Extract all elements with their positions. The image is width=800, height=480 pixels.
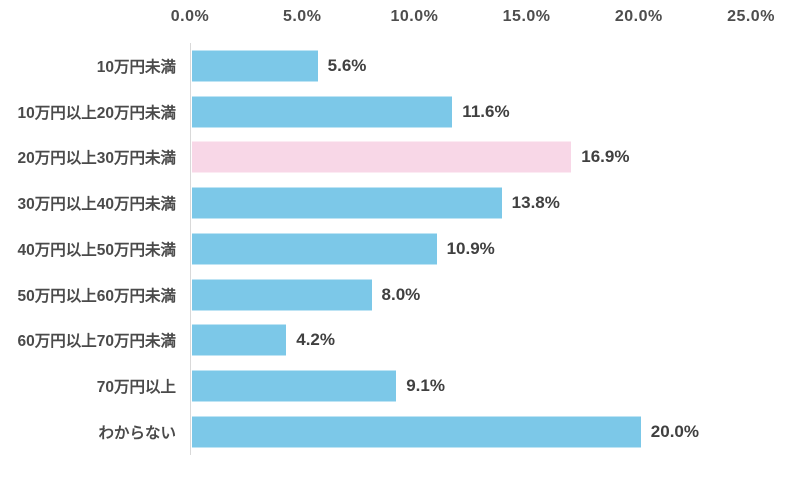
bar (192, 96, 453, 128)
x-axis-tick-label: 5.0% (282, 8, 322, 25)
bar-track: 9.1% (190, 363, 751, 410)
bar (192, 416, 641, 448)
plot-area: 10万円未満 5.6% 10万円以上20万円未満 11.6% 20万円以上30万… (0, 43, 800, 455)
chart-row: わからない 20.0% (0, 409, 800, 455)
category-label: 50万円以上60万円未満 (17, 287, 176, 305)
bar (192, 187, 502, 219)
chart-row: 30万円以上40万円未満 13.8% (0, 180, 800, 227)
value-label: 13.8% (511, 193, 560, 213)
value-label: 10.9% (446, 238, 495, 258)
category-label: わからない (98, 425, 176, 442)
x-axis: 0.0% 5.0% 10.0% 15.0% 20.0% 25.0% (0, 0, 800, 43)
category-label: 20万円以上30万円未満 (17, 150, 176, 168)
chart-row: 20万円以上30万円未満 16.9% (0, 134, 800, 181)
bar-track: 16.9% (190, 134, 751, 181)
x-axis-tick-label: 25.0% (727, 8, 775, 25)
value-label: 8.0% (381, 284, 421, 304)
chart-row: 10万円未満 5.6% (0, 43, 800, 89)
bar (192, 50, 318, 82)
bar-highlighted (192, 141, 572, 173)
bar (192, 370, 397, 402)
bar (192, 233, 437, 265)
chart-row: 10万円以上20万円未満 11.6% (0, 88, 800, 135)
chart-row: 40万円以上50万円未満 10.9% (0, 226, 800, 272)
x-axis-tick-label: 0.0% (170, 8, 210, 25)
value-label: 9.1% (406, 376, 445, 396)
chart-row: 50万円以上60万円未満 8.0% (0, 271, 800, 318)
bar-track: 10.9% (190, 226, 751, 272)
x-axis-tick-label: 20.0% (614, 8, 663, 25)
bar (192, 279, 372, 311)
category-label: 10万円未満 (96, 58, 176, 76)
chart-row: 70万円以上 9.1% (0, 363, 800, 410)
bar-track: 11.6% (190, 88, 751, 135)
category-label: 60万円以上70万円未満 (17, 333, 176, 351)
value-label: 20.0% (650, 422, 699, 441)
category-label: 70万円以上 (96, 379, 176, 397)
value-label: 4.2% (296, 330, 335, 350)
category-label: 10万円以上20万円未満 (17, 104, 176, 122)
bar (192, 324, 287, 356)
category-label: 40万円以上50万円未満 (17, 241, 176, 259)
chart-row: 60万円以上70万円未満 4.2% (0, 317, 800, 364)
bar-track: 20.0% (190, 409, 751, 455)
bar-track: 5.6% (190, 43, 751, 89)
bar-track: 8.0% (190, 271, 751, 318)
value-label: 16.9% (581, 147, 630, 167)
value-label: 5.6% (327, 55, 367, 75)
bar-track: 13.8% (190, 180, 751, 227)
value-label: 11.6% (462, 101, 510, 121)
x-axis-tick-label: 10.0% (390, 8, 439, 25)
bar-track: 4.2% (190, 317, 751, 364)
x-axis-tick-label: 15.0% (502, 8, 551, 25)
category-label: 30万円以上40万円未満 (17, 196, 176, 214)
